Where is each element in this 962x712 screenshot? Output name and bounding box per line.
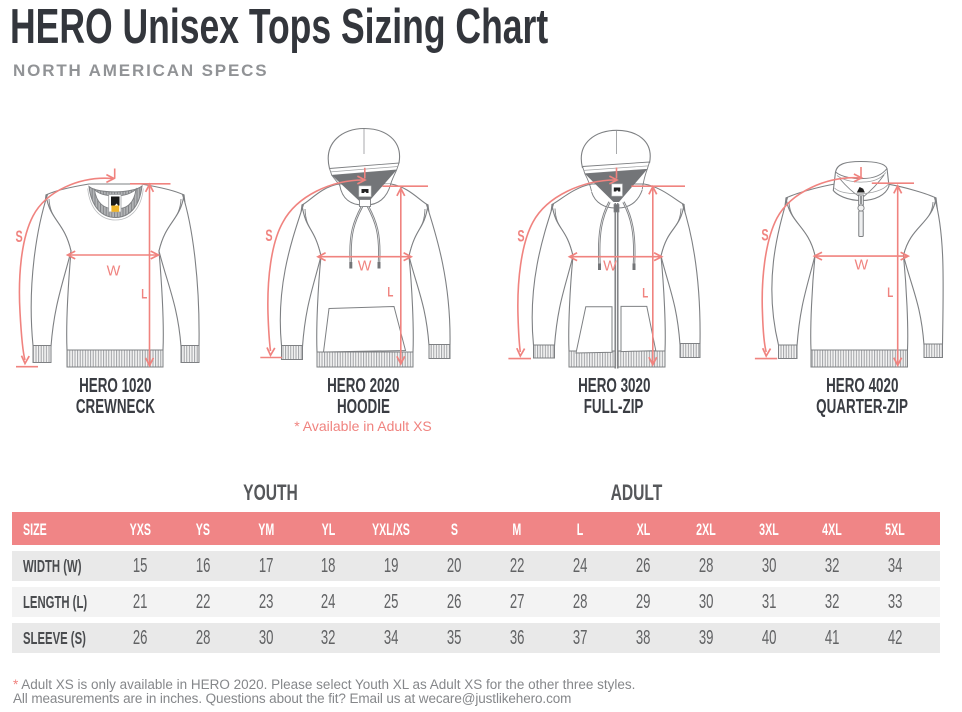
svg-text:S: S xyxy=(761,227,768,245)
svg-text:W: W xyxy=(603,258,617,274)
svg-text:S: S xyxy=(517,228,524,246)
svg-text:W: W xyxy=(854,257,868,273)
svg-text:W: W xyxy=(107,264,121,280)
svg-text:L: L xyxy=(387,284,393,300)
svg-text:W: W xyxy=(358,259,372,275)
svg-text:S: S xyxy=(16,228,23,246)
svg-text:L: L xyxy=(887,284,893,300)
svg-text:S: S xyxy=(265,227,272,245)
svg-text:L: L xyxy=(141,285,147,301)
svg-text:L: L xyxy=(642,284,648,300)
